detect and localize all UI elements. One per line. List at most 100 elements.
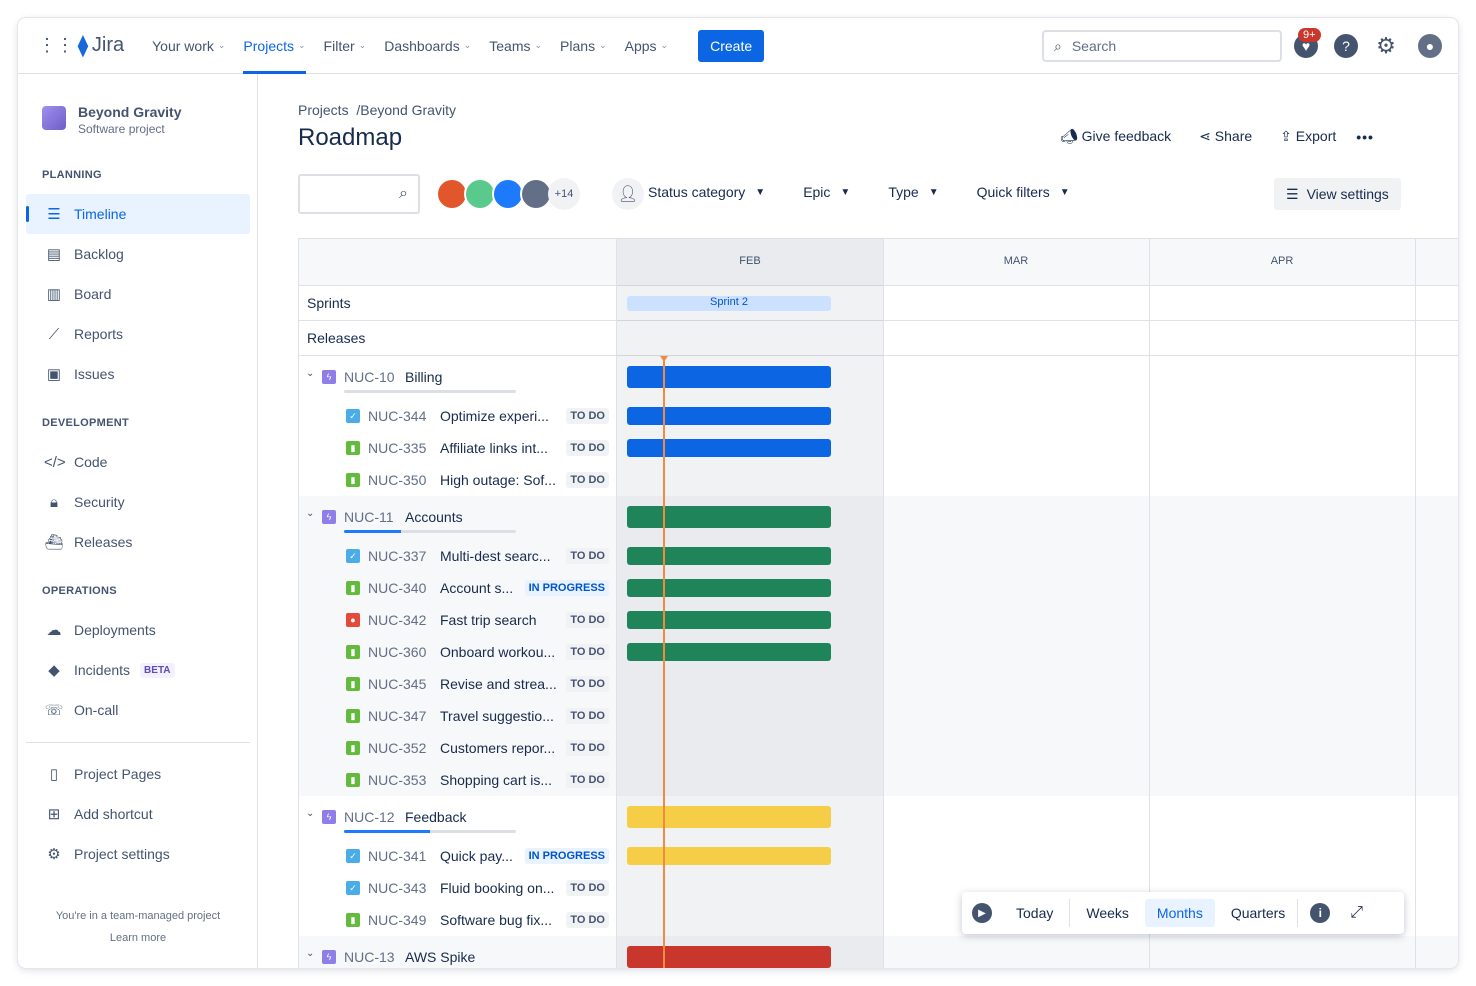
issue-row[interactable]: ▮ NUC-340 Account s... IN PROGRESS (299, 572, 617, 604)
epic-row[interactable]: ⌄ ϟ NUC-12 Feedback (299, 796, 617, 840)
issue-row[interactable]: ▮ NUC-345 Revise and strea... TO DO (299, 668, 617, 700)
nav-dashboards[interactable]: Dashboards ⌄ (384, 37, 472, 54)
chevron-down-icon[interactable]: ⌄ (306, 508, 315, 519)
add-shortcut-icon: ⊞ (47, 806, 61, 823)
fullscreen-icon[interactable]: ⤢ (1350, 904, 1364, 921)
section-operations: OPERATIONS (42, 585, 117, 597)
issue-bar[interactable] (627, 847, 831, 865)
months-button[interactable]: Months (1144, 899, 1215, 927)
weeks-button[interactable]: Weeks (1086, 905, 1129, 921)
epic-group: ⌄ ϟ NUC-13 AWS Spike (299, 936, 1458, 968)
issue-row[interactable]: ▮ NUC-360 Onboard workou... TO DO (299, 636, 617, 668)
sidebar-item-add-shortcut[interactable]: ⊞ Add shortcut (26, 794, 250, 834)
sidebar-item-on-call[interactable]: ☏ On-call (44, 702, 119, 719)
give-feedback-button[interactable]: 📣︎ Give feedback (1060, 128, 1172, 144)
issue-bar[interactable] (627, 439, 831, 457)
export-button[interactable]: ⇪ Export (1280, 128, 1337, 144)
sidebar-item-releases[interactable]: ⛴︎ Releases (44, 534, 133, 551)
issue-row[interactable]: ▮ NUC-352 Customers repor... TO DO (299, 732, 617, 764)
issue-row[interactable]: ✓ NUC-343 Fluid booking on... TO DO (299, 872, 617, 904)
profile-avatar[interactable]: ● (1418, 34, 1442, 58)
issue-bar[interactable] (627, 643, 831, 661)
sidebar-item-board[interactable]: ▥ Board (26, 274, 250, 314)
issue-row[interactable]: ✓ NUC-337 Multi-dest searc... TO DO (299, 540, 617, 572)
issue-bar[interactable] (627, 407, 831, 425)
epic-row[interactable]: ⌄ ϟ NUC-11 Accounts (299, 496, 617, 540)
today-button[interactable]: Today (1004, 899, 1071, 927)
info-icon[interactable]: i (1310, 903, 1331, 923)
quick-filters[interactable]: Quick filters ▼ (976, 184, 1070, 200)
story-icon: ▮ (346, 773, 360, 787)
nav-filter[interactable]: Filter ⌄ (323, 37, 367, 54)
sidebar-item-project-settings[interactable]: ⚙ Project settings (26, 834, 250, 874)
sidebar-item-incidents[interactable]: ◆ Incidents BETA (26, 650, 250, 690)
epic-row[interactable]: ⌄ ϟ NUC-10 Billing (299, 356, 617, 400)
jira-logo[interactable]: ⧫ Jira (78, 34, 125, 57)
timeline-search-input[interactable]: ⌕ (298, 174, 420, 214)
sidebar-item-timeline[interactable]: ☰ Timeline (26, 194, 250, 234)
sidebar-item-issues[interactable]: ▣ Issues (26, 354, 250, 394)
nav-your-work[interactable]: Your work ⌄ (152, 37, 226, 54)
avatar[interactable] (520, 178, 552, 210)
issue-row[interactable]: ▮ NUC-347 Travel suggestio... TO DO (299, 700, 617, 732)
nav-projects[interactable]: Projects ⌄ (243, 18, 306, 74)
epic-bar[interactable] (627, 366, 831, 388)
chevron-down-icon[interactable]: ⌄ (306, 948, 315, 959)
epic-key: NUC-11 (344, 509, 394, 525)
issue-row[interactable]: ▮ NUC-353 Shopping cart is... TO DO (299, 764, 617, 796)
sprint-bar[interactable]: Sprint 2 (627, 296, 831, 311)
status-badge: TO DO (566, 548, 609, 564)
quarters-button[interactable]: Quarters (1219, 899, 1299, 927)
avatar-group[interactable]: +14 (436, 178, 580, 210)
nav-teams[interactable]: Teams ⌄ (489, 37, 543, 54)
share-button[interactable]: ⋖ Share (1199, 128, 1253, 144)
issue-row[interactable]: ▮ NUC-335 Affiliate links int... TO DO (299, 432, 617, 464)
sidebar-item-deployments[interactable]: ☁︎ Deployments (26, 610, 250, 650)
epic-bar[interactable] (627, 946, 831, 968)
epic-filter[interactable]: Epic ▼ (803, 184, 851, 200)
timeline-zoom-controls: ▶ Today Weeks Months Quarters i ⤢ (962, 892, 1404, 934)
sidebar-item-code[interactable]: </> Code (44, 453, 108, 471)
view-settings-button[interactable]: ☰ View settings (1274, 178, 1401, 210)
chevron-down-icon: ⌄ (463, 40, 472, 50)
chevron-down-icon[interactable]: ⌄ (306, 368, 315, 379)
issue-bar[interactable] (627, 579, 831, 597)
learn-more-link[interactable]: Learn more (109, 932, 167, 944)
issue-summary: Quick pay... (440, 848, 513, 864)
avatar[interactable] (436, 178, 468, 210)
app-switcher-icon[interactable]: ⋮⋮ (38, 35, 74, 55)
status-category-filter[interactable]: Status category ▼ (648, 184, 766, 200)
epic-row[interactable]: ⌄ ϟ NUC-13 AWS Spike (299, 936, 617, 968)
avatar[interactable] (492, 178, 524, 210)
sidebar-item-reports[interactable]: ⟋ Reports (26, 314, 250, 354)
issue-row[interactable]: ✓ NUC-344 Optimize experi... TO DO (299, 400, 617, 432)
issue-bar[interactable] (627, 547, 831, 565)
nav-apps[interactable]: Apps ⌄ (624, 37, 669, 54)
epic-bar[interactable] (627, 806, 831, 828)
sidebar-item-project-pages[interactable]: ▯ Project Pages (26, 754, 250, 794)
chevron-down-icon[interactable]: ⌄ (306, 808, 315, 819)
type-filter[interactable]: Type ▼ (888, 184, 939, 200)
add-people-icon[interactable]: 👤︎ (612, 178, 644, 210)
issue-bar[interactable] (627, 611, 831, 629)
epic-bar[interactable] (627, 506, 831, 528)
help-icon[interactable]: ? (1334, 34, 1358, 58)
gear-icon[interactable]: ⚙ (1376, 33, 1396, 58)
create-button[interactable]: Create (698, 29, 765, 62)
more-icon[interactable]: ••• (1356, 128, 1374, 145)
issue-row[interactable]: ▮ NUC-349 Software bug fix... TO DO (299, 904, 617, 936)
nav-plans[interactable]: Plans ⌄ (560, 37, 607, 54)
more-avatars[interactable]: +14 (548, 178, 580, 210)
sidebar-item-backlog[interactable]: ▤ Backlog (26, 234, 250, 274)
sidebar-item-security[interactable]: 🔒︎ Security (26, 482, 250, 522)
scroll-right-icon[interactable]: ▶ (972, 903, 992, 923)
search-input[interactable]: ⌕ Search (1042, 30, 1282, 62)
issue-row[interactable]: ▮ NUC-350 High outage: Sof... TO DO (299, 464, 617, 496)
breadcrumb-projects[interactable]: Projects (298, 102, 349, 118)
issue-row[interactable]: ✓ NUC-341 Quick pay... IN PROGRESS (299, 840, 617, 872)
breadcrumb-project[interactable]: Beyond Gravity (360, 102, 456, 118)
issue-row[interactable]: ● NUC-342 Fast trip search TO DO (299, 604, 617, 636)
issue-summary: Travel suggestio... (440, 708, 554, 724)
epic-icon: ϟ (322, 510, 336, 524)
reports-icon: ⟋ (48, 325, 60, 343)
